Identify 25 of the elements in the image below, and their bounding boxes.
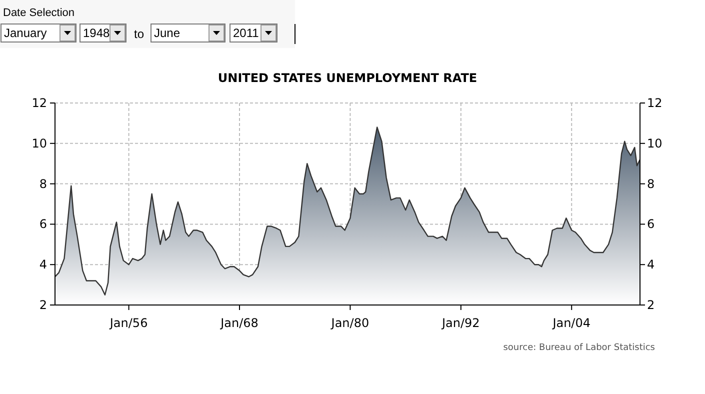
- x-tick-label: Jan/92: [440, 316, 480, 330]
- text: 1948: [83, 26, 110, 40]
- y-tick-label: 12: [32, 96, 47, 110]
- text: Date Selection: [3, 7, 75, 19]
- text: January: [4, 26, 47, 40]
- y-tick-label: 6: [39, 217, 47, 232]
- text: 2011: [233, 26, 260, 40]
- y-tick-label: 10: [32, 136, 47, 150]
- x-tick-label: Jan/04: [552, 316, 591, 330]
- y-tick-label: 8: [39, 176, 47, 191]
- x-tick-label: Jan/68: [220, 316, 258, 330]
- x-tick-label: Jan/56: [108, 316, 148, 330]
- y2-tick-label: 6: [647, 217, 655, 232]
- y2-tick-label: 4: [647, 258, 655, 272]
- y2-tick-label: 8: [647, 176, 655, 191]
- y2-tick-label: 2: [647, 298, 655, 312]
- y2-tick-label: 12: [647, 96, 662, 110]
- text: June: [154, 26, 180, 40]
- y-tick-label: 4: [39, 258, 47, 272]
- chart-title: UNITED STATES UNEMPLOYMENT RATE: [218, 71, 478, 85]
- x-tick-label: Jan/80: [330, 316, 370, 330]
- y2-tick-label: 10: [647, 136, 662, 150]
- source-note: source: Bureau of Labor Statistics: [503, 343, 656, 353]
- y-tick-label: 2: [39, 298, 47, 312]
- text: to: [134, 27, 144, 41]
